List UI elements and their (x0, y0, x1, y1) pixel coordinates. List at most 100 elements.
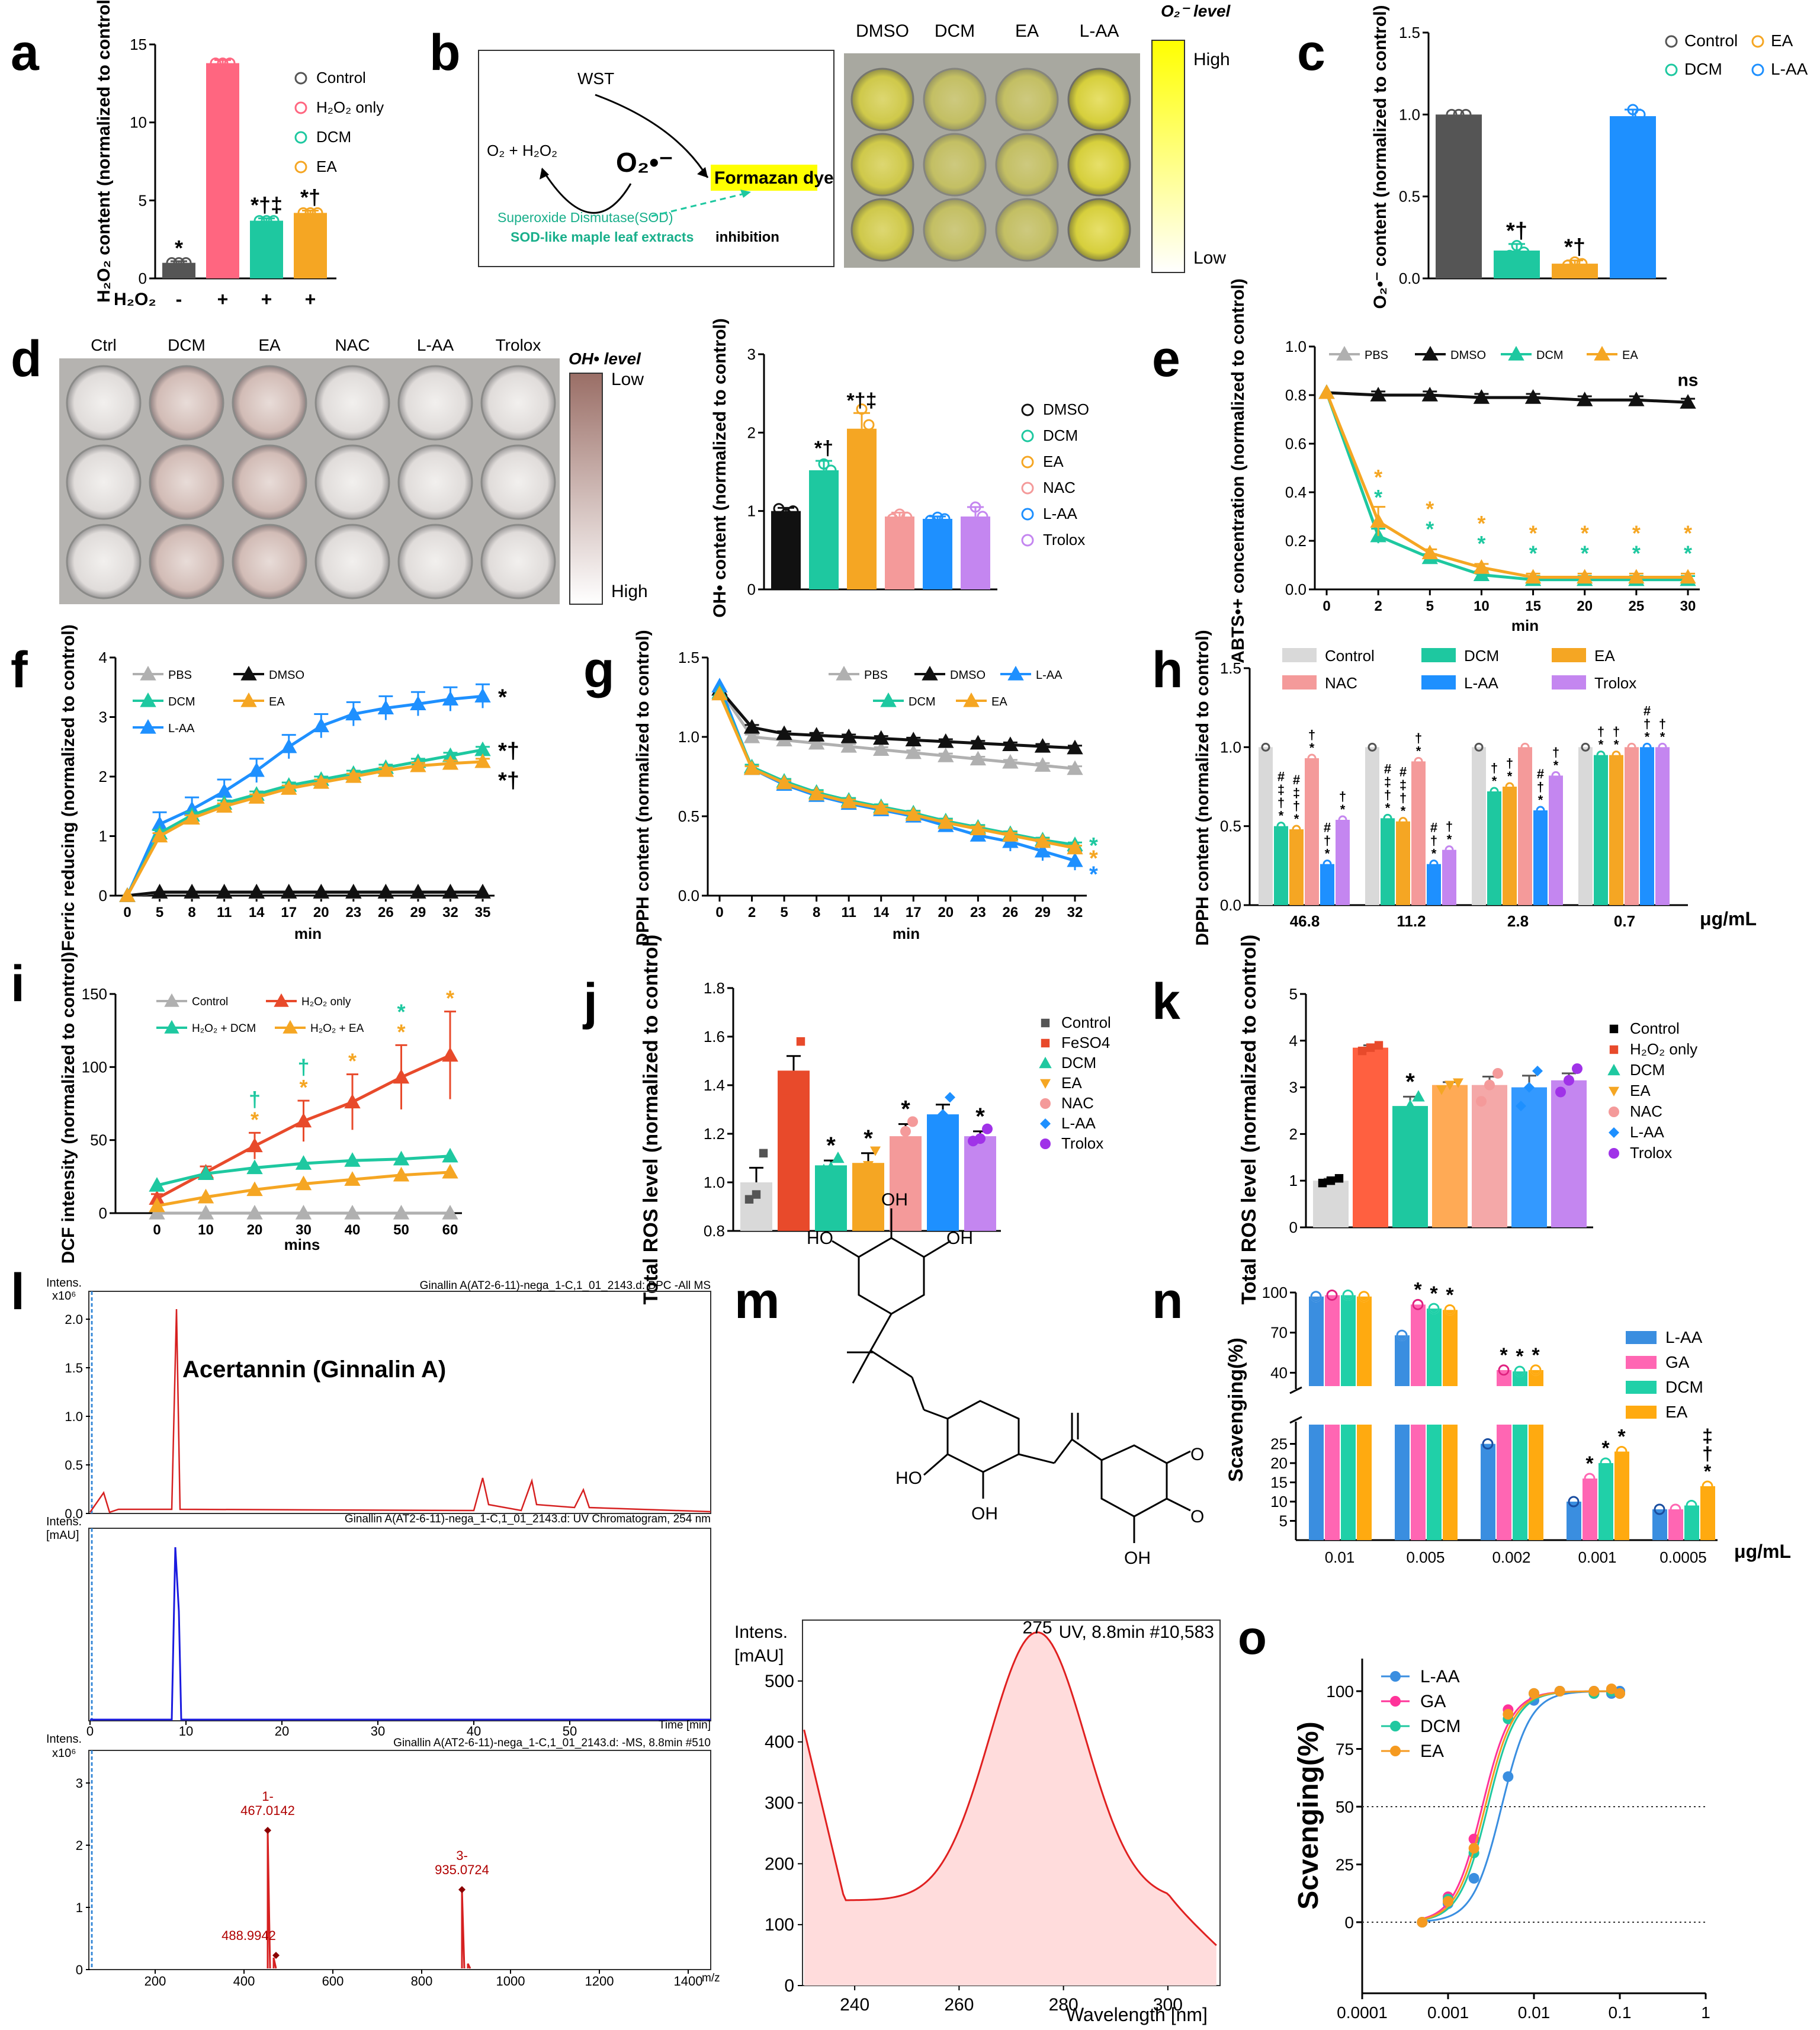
panel-m-ylabel-2: [mAU] (734, 1646, 784, 1666)
panel-j-y-tick-label: 1.2 (704, 1125, 725, 1143)
panel-c-legend-label: EA (1771, 31, 1793, 50)
panel-e-x-tick-label: 0 (1323, 598, 1330, 614)
panel-n-point (1326, 1290, 1338, 1301)
panel-f-point (151, 828, 168, 843)
panel-n-legend: L-AA GA DCM EA (1626, 1328, 1703, 1421)
panel-a-y-tick-label: 0 (139, 270, 147, 287)
panel-e-star-ea: * (1529, 521, 1537, 546)
panel-e-x-tick-label: 5 (1426, 598, 1434, 614)
panel-h-point (1398, 817, 1408, 826)
panel-f-point (281, 883, 297, 899)
panel-n-y-tick-label: 5 (1279, 1512, 1288, 1530)
panel-g-x-tick-label: 29 (1035, 905, 1051, 921)
panel-m-structure (832, 1208, 1191, 1543)
panel-m-bond (1071, 1438, 1102, 1461)
panel-e-point (1524, 569, 1542, 584)
panel-b-inhibition: inhibition (715, 229, 779, 245)
panel-o-legend-label: GA (1420, 1692, 1446, 1711)
panel-j-point (752, 1190, 761, 1199)
panel-f-legend-label: PBS (168, 669, 192, 682)
panel-e-point (1577, 569, 1593, 584)
panel-m-bond (911, 1377, 925, 1410)
panel-g-y-tick-label: 0.5 (678, 807, 699, 825)
panel-o-y-tick-label: 75 (1336, 1740, 1354, 1759)
panel-g-point (1034, 757, 1051, 772)
panel-g-lines: *** (711, 678, 1098, 887)
panel-e-star-ea: * (1426, 497, 1434, 521)
panel-j-bar (815, 1165, 847, 1231)
panel-m-bond (923, 1453, 948, 1476)
panel-d-y-tick-label: 3 (747, 345, 756, 363)
panel-d-point (932, 511, 943, 523)
panel-e-y-tick-label: 0.0 (1285, 581, 1307, 598)
panel-l-bottom-x-tick: 600 (322, 1974, 344, 1989)
panel-d-bars: *† *†‡ (771, 389, 990, 589)
panel-d-wells (66, 365, 556, 599)
panel-n-y-tick-label: 70 (1270, 1324, 1288, 1342)
panel-j: j 0.8 1.0 1.2 1.4 1.6 1.8 * * * * Control FeSO4 DC… (582, 935, 1111, 1305)
panel-l-ms-peaks (267, 1830, 471, 1969)
panel-a-bar (250, 220, 283, 278)
panel-e-point (1318, 384, 1335, 399)
panel-i-y-tick-label: 100 (82, 1058, 107, 1076)
panel-h-point (1642, 742, 1652, 752)
panel-n-mark: * (1430, 1282, 1438, 1305)
panel-d-point (962, 521, 974, 533)
panel-k-point (1395, 1113, 1408, 1125)
panel-h-point (1581, 742, 1590, 752)
panel-f-legend-label: EA (269, 695, 285, 708)
panel-h-mark: * (1294, 812, 1299, 826)
panel-k-point (1318, 1178, 1327, 1188)
panel-n-legend-swatch (1626, 1331, 1657, 1344)
panel-a-h2o2-signs: - + + + (176, 288, 316, 310)
panel-o-point (1529, 1688, 1539, 1699)
panel-d-well (66, 365, 142, 441)
panel-c-bar (1610, 116, 1656, 278)
panel-d-bar (885, 516, 914, 589)
panel-d-legend-label: L-AA (1043, 505, 1077, 522)
panel-f-point (474, 883, 491, 899)
panel-c: c 0.0 0.5 1.0 1.5 *† *† Control EA DCM L-AA O₂•… (1297, 5, 1808, 309)
panel-h-mark: # (1644, 703, 1651, 718)
panel-l-peak-mz: 467.0142 (240, 1803, 295, 1818)
panel-n-bar (1529, 1425, 1543, 1540)
panel-b-well (923, 133, 987, 197)
panel-c-bar (1494, 250, 1540, 278)
panel-h-point (1536, 806, 1545, 815)
panel-d-legend-label: DMSO (1043, 400, 1089, 418)
panel-g-point (905, 744, 922, 759)
panel-l-chromatograms: 0.0 0.5 1.0 1.5 2.0 0 10 20 30 40 50 0 1 2 3 1-467.0142… (65, 1291, 711, 1989)
panel-l-bottom-x-tick: 1000 (496, 1974, 525, 1989)
panel-h-bar (1365, 747, 1379, 905)
panel-n-point (1584, 1473, 1596, 1484)
panel-m-ylabel-1: Intens. (734, 1622, 788, 1642)
panel-g-point (938, 814, 954, 829)
panel-h-mark: * (1447, 832, 1452, 847)
panel-m-spectrum-line (803, 1631, 1217, 1946)
panel-h-mark: * (1614, 737, 1619, 752)
panel-m-bond (1053, 1439, 1073, 1464)
panel-f-lines: * *† *† (119, 683, 519, 902)
panel-g-point (873, 741, 890, 756)
panel-i-point (393, 1150, 410, 1166)
panel-h-bar (1289, 829, 1304, 905)
panel-e-x-tick-label: 20 (1577, 598, 1593, 614)
panel-f-legend-marker (140, 719, 156, 734)
panel-n-point (1530, 1364, 1542, 1376)
panel-a-point (297, 207, 309, 219)
panel-e-legend-label: EA (1622, 349, 1638, 362)
panel-e-y-tick-label: 0.2 (1285, 532, 1307, 550)
panel-h-mark: * (1401, 804, 1406, 819)
panel-n-legend-label: L-AA (1665, 1328, 1703, 1346)
panel-e-legend-marker (1508, 345, 1524, 361)
panel-d-annotation: *† (814, 437, 833, 460)
panel-e-series-line (1325, 392, 1688, 579)
panel-l-peak-marker (264, 1827, 271, 1834)
panel-d-well (149, 524, 224, 599)
panel-h-mark: # (1399, 765, 1407, 780)
panel-e-point (1421, 544, 1438, 560)
panel-e-series-line (1326, 391, 1689, 404)
panel-k-legend-marker (1609, 1107, 1619, 1117)
panel-k-point (1436, 1085, 1447, 1095)
panel-h-mark: # (1324, 820, 1331, 835)
